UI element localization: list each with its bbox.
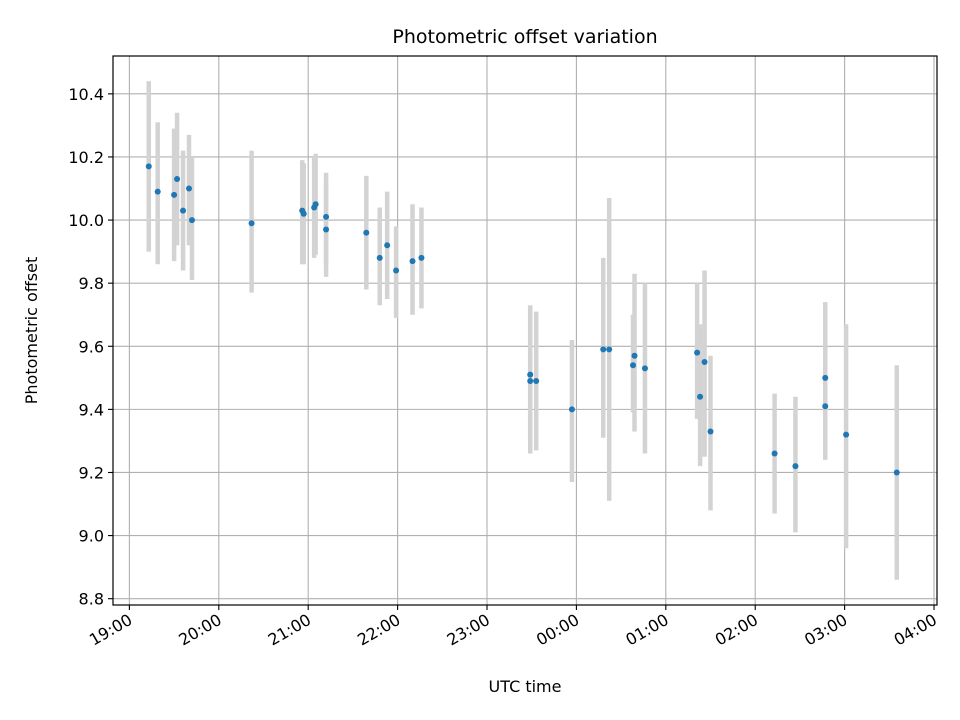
data-point (300, 210, 307, 217)
y-tick-label: 9.6 (79, 337, 104, 356)
data-point (527, 377, 534, 384)
data-point (384, 242, 391, 249)
y-tick-label: 10.0 (68, 211, 104, 230)
data-point (180, 207, 187, 214)
data-point (606, 346, 613, 353)
data-point (185, 185, 192, 192)
data-point (409, 258, 416, 265)
data-point (418, 254, 425, 261)
plot-area-frame (112, 55, 938, 606)
data-point (893, 469, 900, 476)
data-point (694, 349, 701, 356)
data-point (188, 217, 195, 224)
data-point (527, 371, 534, 378)
y-tick-label: 9.8 (79, 274, 104, 293)
y-tick-label: 8.8 (79, 590, 104, 609)
data-point (145, 163, 152, 170)
data-points (145, 163, 900, 476)
data-point (822, 374, 829, 381)
y-tick-label: 10.4 (68, 85, 104, 104)
data-point (171, 191, 178, 198)
data-point (393, 267, 400, 274)
data-point (174, 176, 181, 183)
data-point (154, 188, 161, 195)
data-point (533, 377, 540, 384)
data-point (312, 201, 319, 208)
data-point (771, 450, 778, 457)
grid (113, 56, 937, 605)
data-point (323, 226, 330, 233)
data-point (630, 362, 637, 369)
y-axis-title: Photometric offset (22, 257, 41, 405)
data-point (697, 393, 704, 400)
x-axis-title: UTC time (489, 677, 562, 696)
data-point (641, 365, 648, 372)
y-tick-label: 9.2 (79, 463, 104, 482)
y-tick-label: 9.0 (79, 527, 104, 546)
y-tick-label: 9.4 (79, 400, 104, 419)
data-point (822, 403, 829, 410)
chart-title: Photometric offset variation (392, 26, 657, 48)
data-point (631, 352, 638, 359)
y-tick-label: 10.2 (68, 148, 104, 167)
data-point (701, 359, 708, 366)
data-point (323, 213, 330, 220)
data-point (600, 346, 607, 353)
data-point (376, 254, 383, 261)
data-point (363, 229, 370, 236)
data-point (568, 406, 575, 413)
y-axis-ticks: 8.8 9.0 9.2 9.4 9.6 9.8 10.0 10.2 10.4 (68, 85, 113, 609)
data-point (843, 431, 850, 438)
data-point (707, 428, 714, 435)
data-point (792, 463, 799, 470)
data-point (248, 220, 255, 227)
